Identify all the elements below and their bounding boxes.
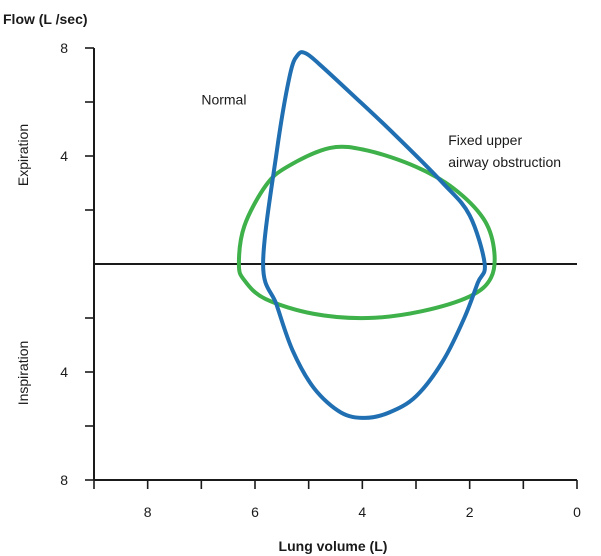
axes [93, 48, 577, 481]
x-tick-label: 4 [358, 504, 366, 520]
x-tick-label: 0 [573, 504, 581, 520]
obstruction-annotation-line-2: airway obstruction [448, 154, 561, 170]
normal-loop-line [261, 50, 487, 420]
y-tick-label: 4 [60, 148, 68, 164]
x-ticks: 8 6 4 2 0 [93, 480, 581, 520]
y-axis-title: Flow (L /sec) [3, 11, 88, 27]
y-tick-label: 8 [60, 472, 68, 488]
x-tick-label: 8 [144, 504, 152, 520]
x-tick-label: 6 [251, 504, 259, 520]
obstruction-loop-line [236, 144, 497, 321]
y-ticks: 8 4 4 8 [60, 40, 94, 488]
x-tick-label: 2 [466, 504, 474, 520]
obstruction-annotation-line-1: Fixed upper [448, 132, 522, 148]
normal-annotation: Normal [201, 92, 246, 108]
y-tick-label: 4 [60, 364, 68, 380]
inspiration-label: Inspiration [15, 341, 31, 406]
series-layer [236, 50, 497, 420]
expiration-label: Expiration [15, 124, 31, 186]
x-axis-title: Lung volume (L) [279, 538, 388, 554]
y-tick-label: 8 [60, 40, 68, 56]
annotations: Normal Fixed upper airway obstruction [201, 92, 561, 170]
